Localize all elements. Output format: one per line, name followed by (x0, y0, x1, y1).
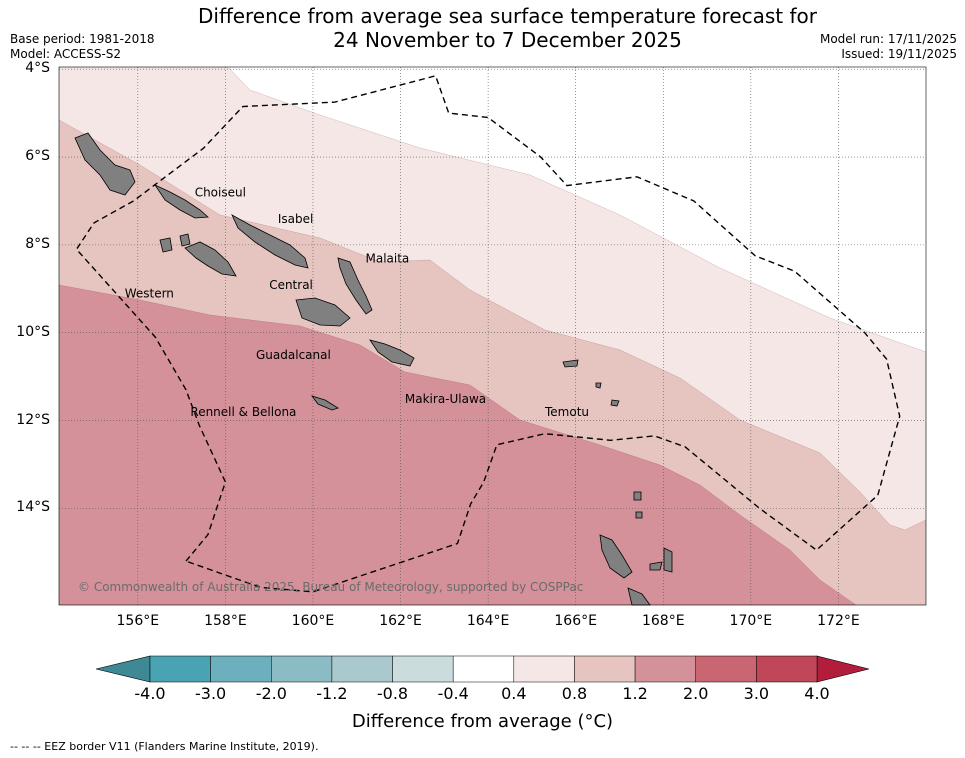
island-kolombangara (179, 233, 191, 247)
place-label: Rennell & Bellona (190, 405, 296, 419)
island-vanuatu-north (599, 534, 633, 579)
colorbar-title: Difference from average (°C) (351, 711, 614, 732)
lat-label: 4°S (25, 60, 50, 77)
place-label: Makira-Ulawa (405, 392, 486, 406)
colorbar-tick-label: -2.0 (255, 684, 287, 703)
place-labels: Choiseul Isabel Malaita Western Central Guada… (125, 186, 589, 420)
colorbar-tick-label: 2.0 (682, 684, 709, 703)
colorbar-over-arrow (816, 655, 870, 683)
colorbar-swatch (331, 655, 393, 683)
place-label: Malaita (366, 251, 410, 265)
eez-footnote: -- -- -- EEZ border V11 (Flanders Marine… (10, 740, 319, 753)
lat-label: 10°S (16, 323, 50, 340)
place-label: Choiseul (195, 186, 246, 200)
issued-date: Issued: 19/11/2025 (841, 47, 957, 61)
colorbar-swatch (452, 655, 515, 683)
island-isabel (231, 214, 309, 269)
place-label: Isabel (278, 212, 313, 226)
colorbar-tick-label: 3.0 (743, 684, 770, 703)
lon-label: 168°E (641, 613, 685, 629)
band-1-2-to-2-0 (59, 284, 857, 605)
colorbar-tick-label: 0.8 (561, 684, 588, 703)
lat-label: 12°S (16, 411, 50, 428)
place-label: Western (125, 287, 174, 301)
island-choiseul-group (74, 132, 136, 196)
colorbar-under-arrow (95, 655, 151, 683)
lon-label: 160°E (291, 613, 335, 629)
base-period: Base period: 1981-2018 (10, 32, 155, 46)
colorbar-tick-label: -0.8 (376, 684, 409, 703)
island-vella-lavella (159, 237, 173, 253)
copyright-text: © Commonwealth of Australia 2025, Bureau… (78, 580, 583, 594)
lat-label: 8°S (25, 235, 50, 252)
colorbar-swatch (634, 655, 696, 683)
title-line-2: 24 November to 7 December 2025 (333, 28, 682, 52)
colorbar (95, 655, 870, 683)
island-santa-cruz (562, 359, 579, 368)
eez-border (75, 74, 901, 593)
colorbar-tick-label: 4.0 (804, 684, 830, 703)
colorbar-tick-label: -4.0 (134, 684, 166, 703)
colorbar-tick-label: 1.2 (622, 684, 648, 703)
colorbar-swatch (756, 655, 818, 683)
island-malaita (337, 257, 373, 315)
land-masses (74, 132, 673, 606)
island-islet-1 (595, 382, 602, 389)
island-islet-3 (633, 491, 642, 501)
island-islet-2 (649, 561, 663, 571)
title-line-1: Difference from average sea surface temp… (197, 4, 817, 28)
lon-label: 164°E (466, 613, 510, 629)
colorbar-tick-label: 0.4 (501, 684, 527, 703)
colorbar-swatch (695, 655, 757, 683)
colorbar-tick-label: -3.0 (194, 684, 227, 703)
colorbar-tick-label: -1.2 (316, 684, 348, 703)
colorbar-swatch (210, 655, 272, 683)
colorbar-tick-label: -0.4 (437, 684, 469, 703)
colorbar-swatch (271, 655, 333, 683)
lon-label: 170°E (729, 613, 773, 629)
place-label: Central (269, 278, 313, 292)
map-title: Difference from average sea surface temp… (150, 4, 865, 52)
lon-label: 166°E (554, 613, 597, 629)
island-guadalcanal (295, 297, 351, 327)
island-rennell (310, 395, 339, 411)
colorbar-swatch (574, 655, 636, 683)
lon-label: 156°E (116, 613, 160, 629)
meta-left: Base period: 1981-2018 Model: ACCESS-S2 (10, 32, 155, 62)
lat-label: 14°S (16, 499, 50, 516)
island-islet-4 (635, 511, 643, 519)
sst-anomaly-field (59, 67, 926, 605)
model-name: Model: ACCESS-S2 (10, 47, 122, 61)
lon-label: 158°E (204, 613, 247, 629)
colorbar-swatch (392, 655, 454, 683)
island-new-georgia (184, 241, 237, 277)
meta-right: Model run: 17/11/2025 Issued: 19/11/2025 (820, 32, 957, 62)
lat-label: 6°S (25, 148, 50, 165)
island-tinakula (610, 399, 620, 407)
island-vanuatu-east (663, 547, 673, 573)
place-label: Guadalcanal (256, 348, 331, 362)
model-run: Model run: 17/11/2025 (819, 32, 957, 46)
map-frame (58, 66, 927, 606)
island-choiseul (153, 184, 209, 219)
place-label: Temotu (544, 405, 589, 419)
lon-label: 162°E (379, 613, 422, 629)
colorbar-swatch (513, 655, 575, 683)
colorbar-swatch (149, 655, 211, 683)
island-makira (369, 339, 415, 367)
lon-label: 172°E (817, 613, 860, 629)
